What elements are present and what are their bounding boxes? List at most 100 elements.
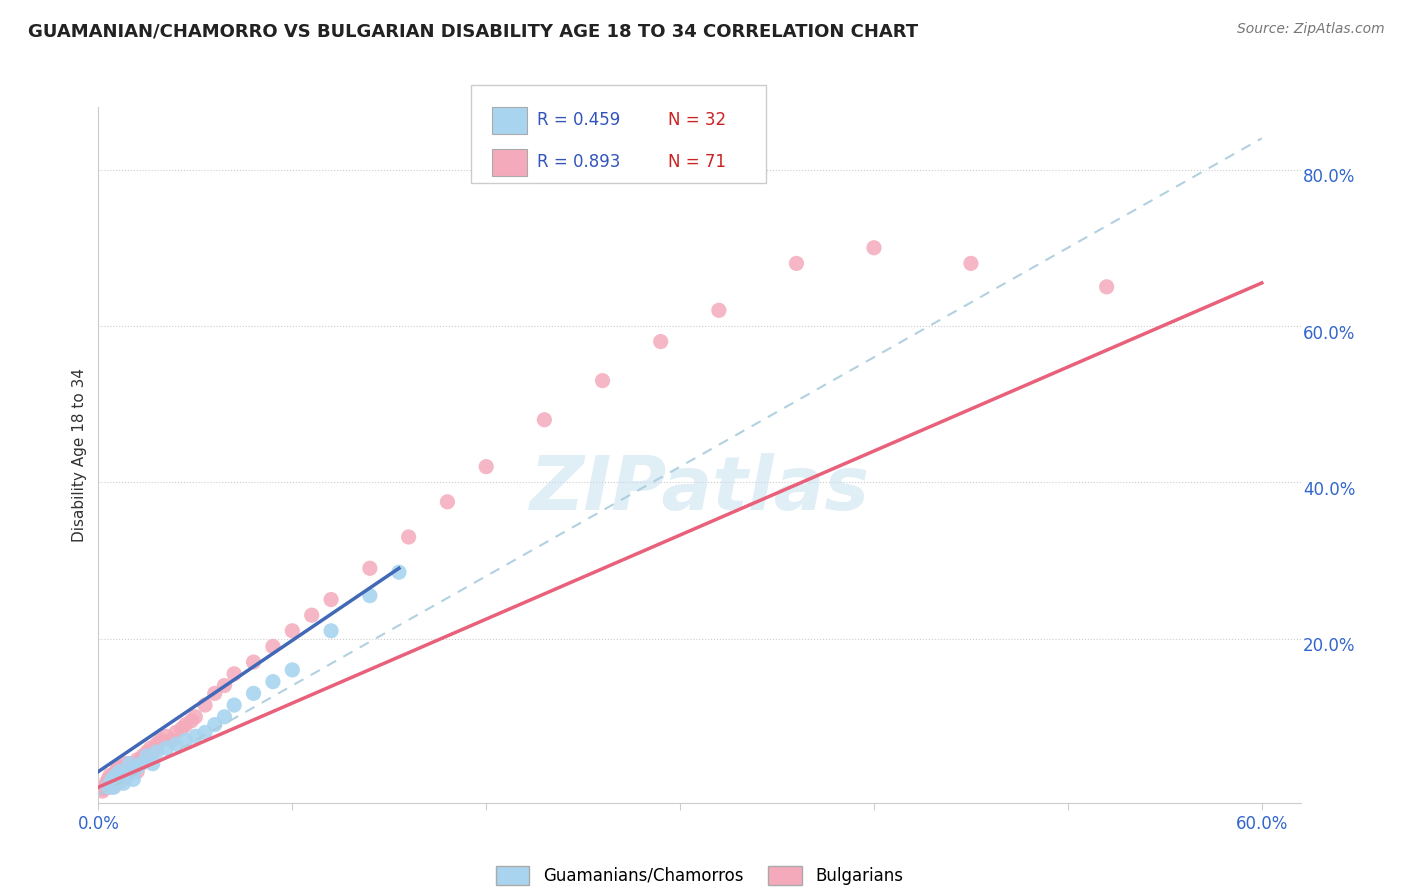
Point <box>101 772 124 787</box>
Point <box>301 608 323 623</box>
Point <box>101 780 124 794</box>
Point <box>533 413 555 427</box>
Point <box>319 624 342 638</box>
Point <box>281 663 304 677</box>
Point <box>114 756 136 771</box>
Point <box>184 730 207 744</box>
Point <box>174 733 197 747</box>
Point <box>388 565 411 579</box>
Point <box>101 772 124 787</box>
Point <box>118 756 141 771</box>
Point <box>127 764 149 779</box>
Point <box>108 764 131 779</box>
Point <box>204 717 226 731</box>
Point <box>98 768 121 782</box>
Point <box>108 772 131 787</box>
Point <box>194 698 217 712</box>
Text: 60.0%: 60.0% <box>1303 325 1355 343</box>
Point <box>475 459 498 474</box>
Text: 80.0%: 80.0% <box>1303 169 1355 186</box>
Point <box>242 686 264 700</box>
Text: R = 0.459: R = 0.459 <box>537 112 620 129</box>
Point <box>174 717 197 731</box>
Point <box>398 530 420 544</box>
Text: R = 0.893: R = 0.893 <box>537 153 620 171</box>
Point <box>319 592 342 607</box>
Point <box>114 768 136 782</box>
Point <box>863 241 886 255</box>
Text: ZIPatlas: ZIPatlas <box>530 453 869 526</box>
Text: 20.0%: 20.0% <box>1303 638 1355 656</box>
Point <box>117 768 139 782</box>
Point <box>165 737 187 751</box>
Point <box>142 756 165 771</box>
Point <box>108 764 131 779</box>
Point <box>960 256 983 270</box>
Point <box>98 776 121 790</box>
Point <box>281 624 304 638</box>
Point <box>107 772 129 787</box>
Point <box>135 745 157 759</box>
Point <box>592 374 614 388</box>
Point <box>122 764 145 779</box>
Point <box>180 714 202 728</box>
Point <box>93 781 115 796</box>
Point <box>103 768 125 782</box>
Point <box>96 776 118 790</box>
Text: N = 32: N = 32 <box>668 112 725 129</box>
Point <box>1095 280 1118 294</box>
Point <box>111 768 134 782</box>
Point <box>107 776 129 790</box>
Point <box>118 764 141 779</box>
Legend: Guamanians/Chamorros, Bulgarians: Guamanians/Chamorros, Bulgarians <box>496 865 903 885</box>
Point <box>122 772 145 787</box>
Text: N = 71: N = 71 <box>668 153 725 171</box>
Point <box>112 772 135 787</box>
Point <box>785 256 807 270</box>
Point <box>97 780 120 794</box>
Point <box>112 764 135 779</box>
Point <box>103 780 125 794</box>
Point <box>224 666 246 681</box>
Point <box>145 737 167 751</box>
Point <box>132 748 155 763</box>
Point <box>112 776 135 790</box>
Point <box>165 725 187 739</box>
Point <box>170 722 193 736</box>
Point <box>155 730 177 744</box>
Text: 40.0%: 40.0% <box>1303 481 1355 500</box>
Point <box>142 745 165 759</box>
Point <box>149 733 172 747</box>
Point <box>160 733 183 747</box>
Point <box>97 772 120 787</box>
Point <box>117 768 139 782</box>
Point <box>184 710 207 724</box>
Point <box>124 761 146 775</box>
Point <box>103 776 125 790</box>
Point <box>107 768 129 782</box>
Point <box>129 756 152 771</box>
Point <box>650 334 672 349</box>
Point <box>128 756 150 771</box>
Text: Source: ZipAtlas.com: Source: ZipAtlas.com <box>1237 22 1385 37</box>
Point <box>104 764 127 779</box>
Point <box>436 495 458 509</box>
Point <box>98 776 121 790</box>
Point <box>214 679 236 693</box>
Point <box>194 725 217 739</box>
Point <box>118 756 141 771</box>
Point <box>139 741 162 756</box>
Point <box>707 303 730 318</box>
Point <box>135 748 157 763</box>
Point <box>359 589 381 603</box>
Point <box>262 640 284 654</box>
Point <box>214 710 236 724</box>
Point <box>155 741 177 756</box>
Point <box>122 756 145 771</box>
Point <box>262 674 284 689</box>
Y-axis label: Disability Age 18 to 34: Disability Age 18 to 34 <box>72 368 87 542</box>
Point <box>127 753 149 767</box>
Text: GUAMANIAN/CHAMORRO VS BULGARIAN DISABILITY AGE 18 TO 34 CORRELATION CHART: GUAMANIAN/CHAMORRO VS BULGARIAN DISABILI… <box>28 22 918 40</box>
Point <box>224 698 246 712</box>
Point <box>120 761 142 775</box>
